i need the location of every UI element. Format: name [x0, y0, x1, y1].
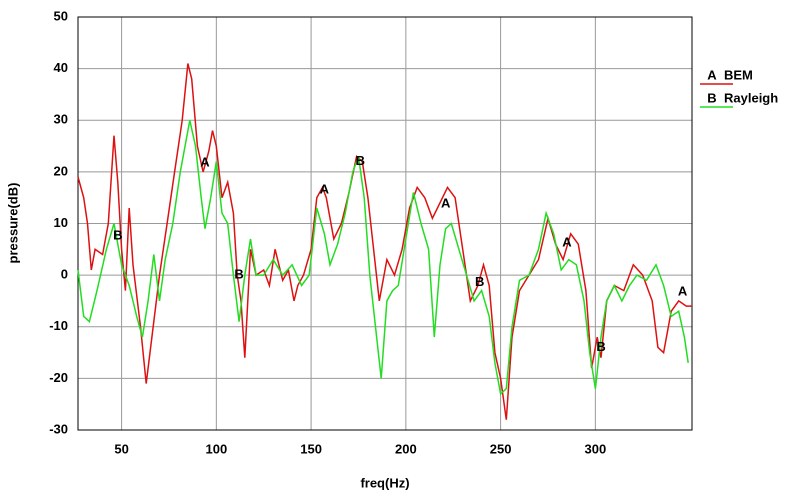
legend-marker: A: [707, 67, 717, 82]
plot-frame: [77, 16, 693, 431]
y-tick-label: -20: [49, 370, 68, 385]
y-tick-label: 20: [54, 163, 68, 178]
annotation: B: [596, 339, 605, 354]
annotation: A: [320, 181, 330, 196]
annotation: A: [441, 195, 451, 210]
x-tick-label: 300: [585, 441, 607, 456]
y-tick-label: 0: [61, 267, 68, 282]
legend-label: Rayleigh: [724, 90, 778, 105]
annotation: B: [356, 153, 365, 168]
series-line: [77, 120, 689, 396]
legend-label: BEM: [724, 67, 753, 82]
x-tick-label: 150: [300, 441, 322, 456]
series-line: [77, 63, 692, 420]
legend-marker: B: [707, 90, 716, 105]
y-tick-label: -30: [49, 421, 68, 436]
annotation: A: [678, 284, 688, 299]
x-tick-label: 100: [205, 441, 227, 456]
y-tick-label: 40: [54, 60, 68, 75]
y-tick-label: 10: [54, 215, 68, 230]
x-tick-label: 200: [395, 441, 417, 456]
x-tick-label: 250: [490, 441, 512, 456]
x-tick-label: 50: [114, 441, 128, 456]
y-tick-label: 30: [54, 112, 68, 127]
y-axis-label: pressure(dB): [5, 183, 20, 264]
y-tick-label: -10: [49, 318, 68, 333]
annotation: A: [200, 155, 210, 170]
annotation: B: [113, 227, 122, 242]
annotation: B: [234, 267, 243, 282]
annotation: B: [475, 274, 484, 289]
x-axis-label: freq(Hz): [360, 475, 409, 490]
y-tick-label: 50: [54, 8, 68, 23]
annotation: A: [562, 235, 572, 250]
